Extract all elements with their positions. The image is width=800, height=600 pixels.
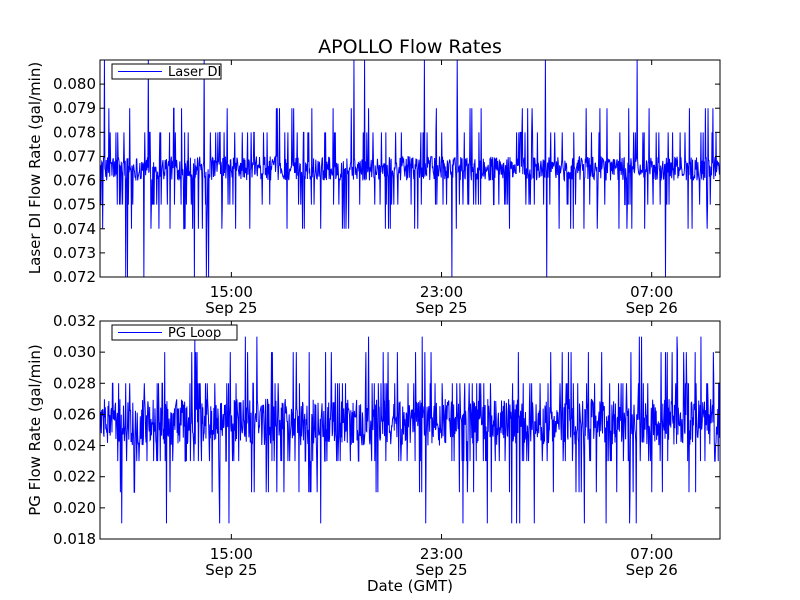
pg-legend-label: PG Loop [168, 326, 221, 341]
pg-x-tick-date: Sep 25 [205, 561, 257, 579]
pg-y-tick-label: 0.030 [53, 343, 96, 361]
pg-x-tick-time: 07:00 [630, 545, 673, 563]
laser-di-y-tick-label: 0.075 [53, 196, 96, 214]
pg-x-tick-time: 23:00 [420, 545, 463, 563]
laser-di-y-tick-label: 0.073 [53, 244, 96, 262]
laser-di-y-tick-label: 0.072 [53, 268, 96, 286]
pg-y-tick-label: 0.022 [53, 468, 96, 486]
x-axis-label: Date (GMT) [367, 577, 453, 595]
pg-plot-frame [99, 320, 721, 540]
laser-di-y-axis-label: Laser DI Flow Rate (gal/min) [26, 62, 44, 274]
laser-di-y-tick-label: 0.078 [53, 123, 96, 141]
pg-legend: PG Loop [111, 324, 238, 341]
laser-di-y-tick-label: 0.074 [53, 220, 96, 238]
laser-di-y-tick-label: 0.077 [53, 147, 96, 165]
laser-di-legend-label: Laser DI [168, 65, 221, 80]
laser-di-x-tick-date: Sep 25 [205, 299, 257, 317]
pg-legend-box [111, 324, 238, 341]
pg-x-tick-date: Sep 26 [626, 561, 678, 579]
chart-title: APOLLO Flow Rates [318, 36, 502, 58]
pg-series-line [100, 336, 720, 524]
laser-di-legend: Laser DI [111, 63, 222, 80]
pg-y-tick-label: 0.020 [53, 499, 96, 517]
pg-x-tick-date: Sep 25 [415, 561, 467, 579]
laser-di-y-tick-label: 0.079 [53, 99, 96, 117]
pg-loop-panel: PG Flow Rate (gal/min) 0.018 0.020 0.022 0.… [26, 312, 721, 579]
laser-di-panel: Laser DI Flow Rate (gal/min) 0.072 0.073 0… [26, 59, 721, 317]
laser-di-x-tick-time: 07:00 [630, 283, 673, 301]
pg-y-tick-label: 0.028 [53, 374, 96, 392]
laser-di-x-tick-date: Sep 26 [626, 299, 678, 317]
laser-di-y-tick-label: 0.080 [53, 75, 96, 93]
pg-y-tick-label: 0.032 [53, 312, 96, 330]
laser-di-series-line [100, 60, 720, 277]
laser-di-x-tick-time: 23:00 [420, 283, 463, 301]
laser-di-x-tick-time: 15:00 [210, 283, 253, 301]
laser-di-y-tick-label: 0.076 [53, 172, 96, 190]
laser-di-x-tick-date: Sep 25 [415, 299, 467, 317]
pg-y-axis-label: PG Flow Rate (gal/min) [26, 344, 44, 516]
pg-y-tick-label: 0.026 [53, 405, 96, 423]
pg-y-tick-label: 0.024 [53, 437, 96, 455]
pg-x-tick-time: 15:00 [210, 545, 253, 563]
pg-y-tick-label: 0.018 [53, 530, 96, 548]
laser-di-legend-box [111, 63, 222, 80]
laser-di-plot-frame [99, 59, 721, 278]
